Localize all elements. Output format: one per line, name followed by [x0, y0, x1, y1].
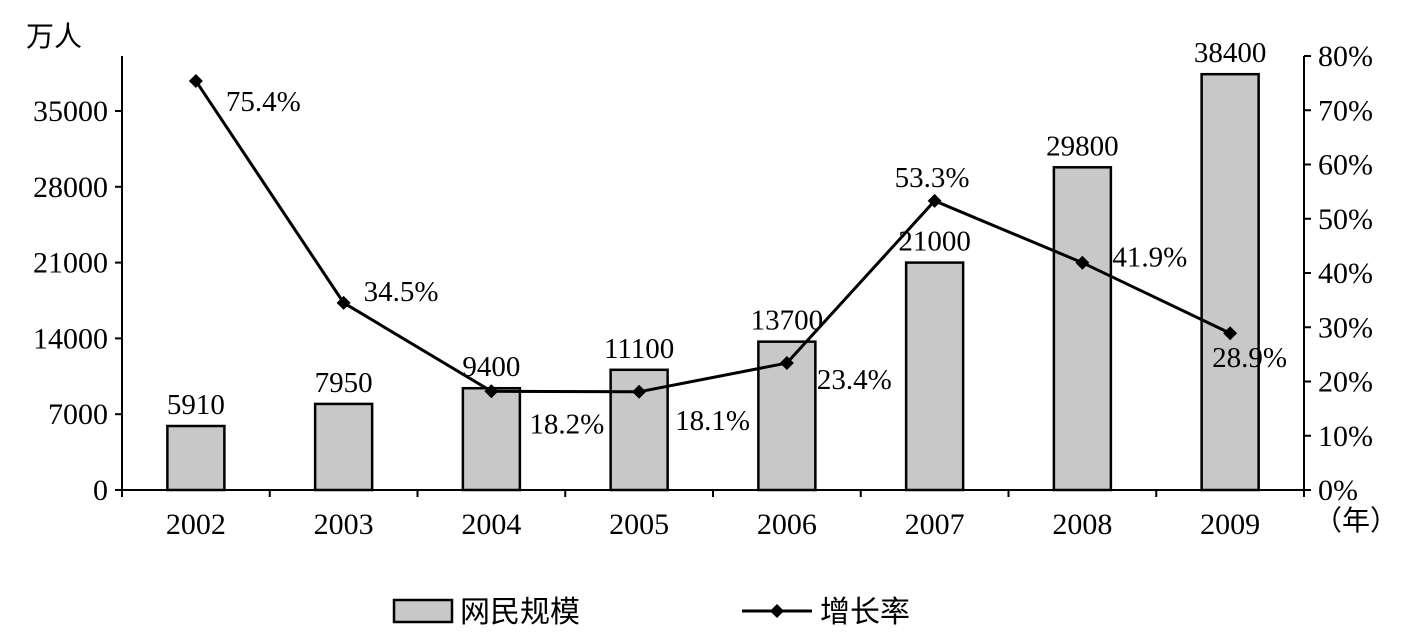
right-axis-tick-label: 0% [1318, 474, 1358, 507]
bar-value-label: 11100 [604, 333, 674, 365]
x-axis-category-label: 2004 [461, 508, 521, 541]
right-axis-tick-label: 50% [1318, 203, 1373, 236]
axes: 0 7000 14000 21000 28000 35000 万人 0% 10% 20% 30% 40… [26, 22, 1398, 541]
legend-swatch-marker [770, 604, 784, 618]
growth-rate-label: 18.2% [529, 408, 604, 440]
growth-rate-label: 23.4% [817, 364, 892, 396]
left-axis-tick-label: 21000 [33, 247, 108, 280]
growth-rate-line [194, 80, 1231, 394]
bar-2007 [904, 261, 965, 492]
growth-rate-marker [779, 356, 794, 371]
growth-rate-marker [1075, 255, 1090, 270]
growth-rate-label: 28.9% [1212, 342, 1287, 374]
bar-2002 [166, 424, 226, 492]
x-axis-category-label: 2002 [166, 508, 226, 541]
right-axis-tick-label: 70% [1318, 94, 1373, 127]
right-axis-tick-label: 60% [1318, 149, 1373, 182]
data-labels: 5910 7950 9400 11100 13700 21000 29800 38400 75.… [167, 37, 1287, 440]
growth-rate-label: 53.3% [895, 162, 970, 194]
right-axis-tick-label: 10% [1318, 420, 1373, 453]
legend-swatch-bar [392, 598, 454, 624]
legend: 网民规模 增长率 [392, 596, 910, 629]
bar-2004 [461, 386, 522, 492]
x-axis-category-label: 2008 [1052, 508, 1112, 541]
right-axis-tick-label: 20% [1318, 366, 1373, 399]
bar-value-label: 21000 [898, 226, 971, 258]
right-axis-tick-label: 40% [1318, 257, 1373, 290]
left-axis-unit: 万人 [26, 22, 82, 53]
bar-2009 [1200, 72, 1260, 492]
left-axis-tick-label: 7000 [48, 398, 108, 431]
bar-value-label: 7950 [315, 367, 373, 399]
x-axis-category-label: 2003 [314, 508, 374, 541]
bar-2003 [313, 402, 374, 492]
growth-rate-label: 75.4% [226, 86, 301, 118]
bar-value-label: 9400 [462, 351, 520, 383]
left-axis-tick-label: 14000 [33, 322, 108, 355]
growth-rate-marker [632, 384, 647, 399]
legend-label-line: 增长率 [820, 596, 910, 629]
growth-rate-label: 18.1% [675, 405, 750, 437]
left-axis-tick-label: 35000 [33, 95, 108, 128]
growth-rate-marker [1223, 326, 1238, 341]
bar-value-label: 38400 [1194, 37, 1267, 69]
bar-value-label: 13700 [751, 305, 824, 337]
x-axis-category-label: 2009 [1200, 508, 1260, 541]
growth-rate-marker [336, 295, 351, 310]
growth-rate-marker [188, 73, 203, 88]
left-axis-tick-label: 0 [93, 474, 108, 507]
growth-rate-marker [927, 193, 942, 208]
bar-value-label: 5910 [167, 389, 225, 421]
growth-line [188, 73, 1238, 399]
x-axis-category-label: 2005 [609, 508, 669, 541]
left-axis-tick-label: 28000 [33, 171, 108, 204]
growth-rate-label: 41.9% [1112, 242, 1187, 274]
legend-label-bar: 网民规模 [460, 596, 580, 629]
bar-2008 [1052, 166, 1113, 492]
growth-rate-label: 34.5% [364, 276, 439, 308]
right-axis-tick-label: 80% [1318, 40, 1373, 73]
x-axis-category-label: 2006 [757, 508, 817, 541]
x-axis-category-label: 2007 [905, 508, 965, 541]
x-axis-unit: （年） [1314, 505, 1398, 537]
growth-rate-marker [484, 384, 499, 399]
right-axis-tick-label: 30% [1318, 311, 1373, 344]
bar-value-label: 29800 [1046, 130, 1119, 162]
